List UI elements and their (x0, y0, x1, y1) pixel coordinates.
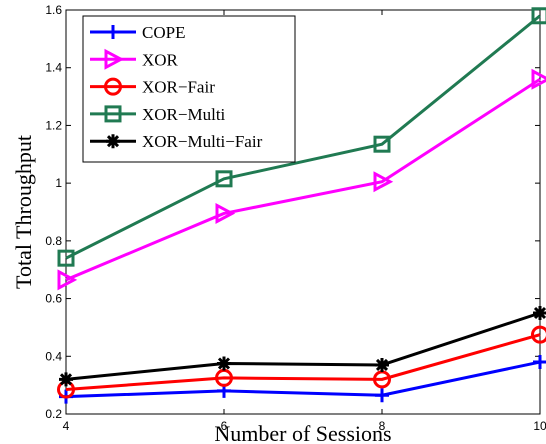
legend-marker (104, 48, 125, 70)
data-point-xor (531, 68, 546, 90)
series-line-xor (65, 77, 541, 282)
legend-label: XOR−Multi (142, 105, 226, 124)
series-xor-multi (57, 7, 546, 267)
legend-label: XOR (142, 50, 179, 69)
data-point-xor (215, 202, 236, 224)
x-tick-label: 10 (533, 419, 546, 433)
y-tick-label: 1.4 (45, 61, 62, 75)
x-tick-label: 4 (63, 419, 70, 433)
y-tick-label: 1.6 (45, 3, 62, 17)
legend-marker (106, 25, 120, 39)
series-line-xor-multi (65, 14, 541, 260)
data-point-xor (373, 171, 394, 193)
data-point-xor-multi (373, 135, 391, 153)
legend-label: COPE (142, 23, 185, 42)
data-point-xor-multi-fair (217, 356, 231, 371)
series-line-xor-multi-fair (65, 311, 541, 381)
x-tick-label: 6 (221, 419, 228, 433)
series-xor-multi-fair (59, 306, 546, 387)
data-point-xor-multi-fair (533, 306, 546, 320)
data-point-xor-fair (531, 325, 546, 344)
data-point-xor-multi (215, 170, 233, 188)
legend-item-xor-multi-fair: XOR−Multi−Fair (90, 132, 263, 151)
legend-item-xor: XOR (90, 48, 179, 70)
series-xor (57, 68, 546, 291)
data-point-cope (375, 388, 389, 403)
y-tick-label: 0.8 (45, 234, 62, 248)
x-tick-label: 8 (379, 419, 386, 433)
legend-label: XOR−Multi−Fair (142, 132, 263, 151)
data-point-cope (533, 355, 546, 370)
y-tick-label: 1 (55, 176, 62, 190)
legend-label: XOR−Fair (142, 78, 215, 97)
series-layer (57, 7, 546, 404)
series-line-xor-fair (65, 333, 541, 391)
data-point-xor-multi (57, 249, 75, 267)
legend-marker (104, 105, 122, 123)
data-point-xor-multi-fair (375, 357, 389, 372)
data-point-xor-multi-fair (59, 372, 73, 387)
legend-marker (104, 77, 122, 96)
data-point-xor-multi (531, 7, 546, 25)
axis-ticks: 4 6 8 10 0.2 0.4 0.6 0.8 1 1.2 1.4 1.6 (45, 3, 546, 433)
y-tick-label: 0.6 (45, 292, 62, 306)
legend: COPE XOR XOR−Fair XOR−Multi XOR−Multi−Fair (82, 15, 296, 163)
y-tick-label: 0.4 (45, 349, 62, 363)
y-axis-label: Total Throughput (11, 135, 36, 289)
legend-item-xor-multi: XOR−Multi (90, 105, 226, 124)
series-line-cope (65, 360, 541, 399)
y-tick-label: 0.2 (45, 407, 62, 421)
x-axis-label: Number of Sessions (214, 421, 391, 444)
data-point-xor (57, 269, 78, 291)
legend-item-xor-fair: XOR−Fair (90, 77, 215, 97)
legend-marker (106, 134, 120, 149)
legend-item-cope: COPE (90, 23, 185, 42)
y-tick-label: 1.2 (45, 118, 62, 132)
